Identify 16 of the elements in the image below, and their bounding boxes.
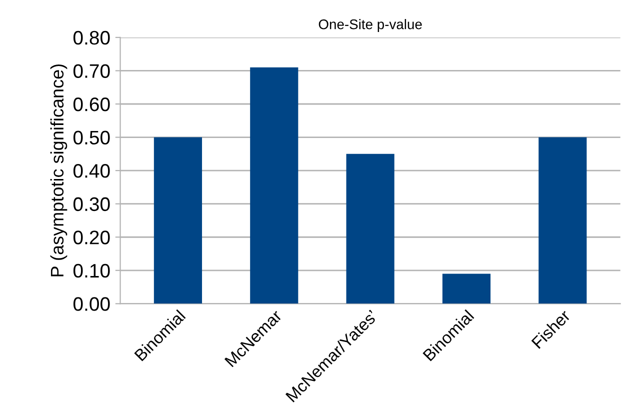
y-tick-label: 0.10 [73, 264, 110, 278]
y-axis-title: P (asymptotic significance) [50, 64, 68, 276]
y-tick-label: 0.50 [73, 130, 110, 145]
bar [250, 67, 298, 304]
y-tick-label: 0.60 [73, 97, 110, 112]
y-tick-label: 0.20 [73, 230, 110, 244]
y-tick-label: 0.00 [73, 297, 110, 311]
y-tick-label: 0.70 [73, 64, 110, 78]
y-tick-label: 0.30 [73, 197, 110, 212]
chart-title: One-Site p-value [318, 19, 422, 32]
bar [346, 154, 394, 304]
bar [538, 137, 587, 304]
y-tick-label: 0.80 [73, 30, 110, 45]
bar [442, 274, 491, 304]
y-tick-label: 0.40 [73, 164, 110, 178]
bar [154, 137, 202, 304]
